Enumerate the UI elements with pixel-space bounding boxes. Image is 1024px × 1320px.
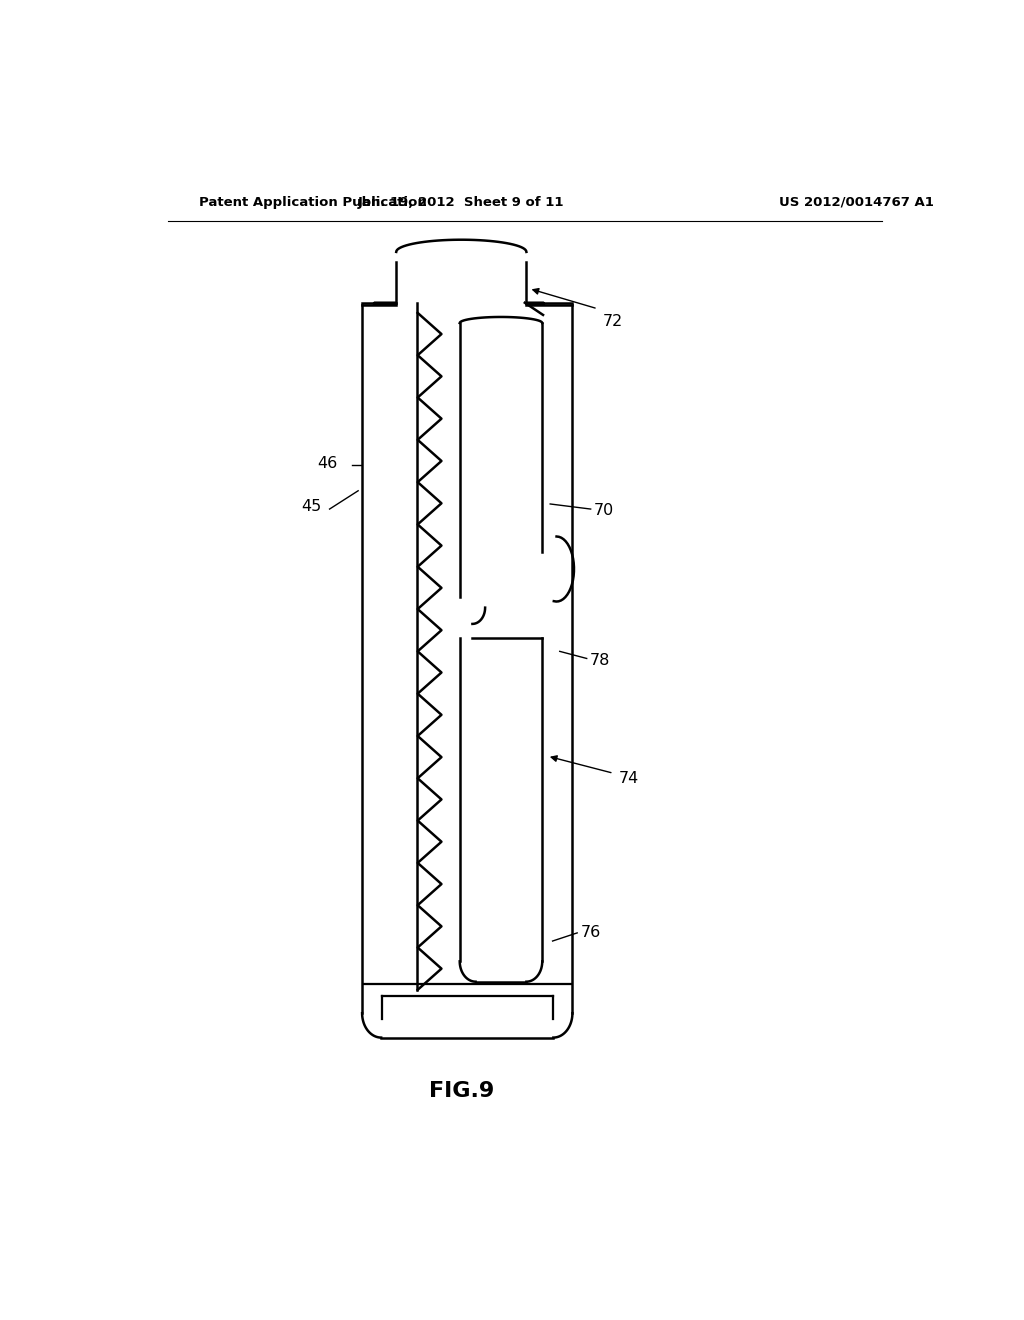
Text: Patent Application Publication: Patent Application Publication xyxy=(200,195,427,209)
Text: 46: 46 xyxy=(316,455,337,471)
Text: FIG.9: FIG.9 xyxy=(429,1081,494,1101)
Text: 76: 76 xyxy=(581,925,601,940)
Text: US 2012/0014767 A1: US 2012/0014767 A1 xyxy=(778,195,934,209)
Text: 70: 70 xyxy=(594,503,614,517)
Text: Jan. 19, 2012  Sheet 9 of 11: Jan. 19, 2012 Sheet 9 of 11 xyxy=(358,195,564,209)
Text: 72: 72 xyxy=(602,314,623,329)
Text: 78: 78 xyxy=(590,653,610,668)
Text: 45: 45 xyxy=(301,499,322,513)
Text: 74: 74 xyxy=(618,771,639,785)
